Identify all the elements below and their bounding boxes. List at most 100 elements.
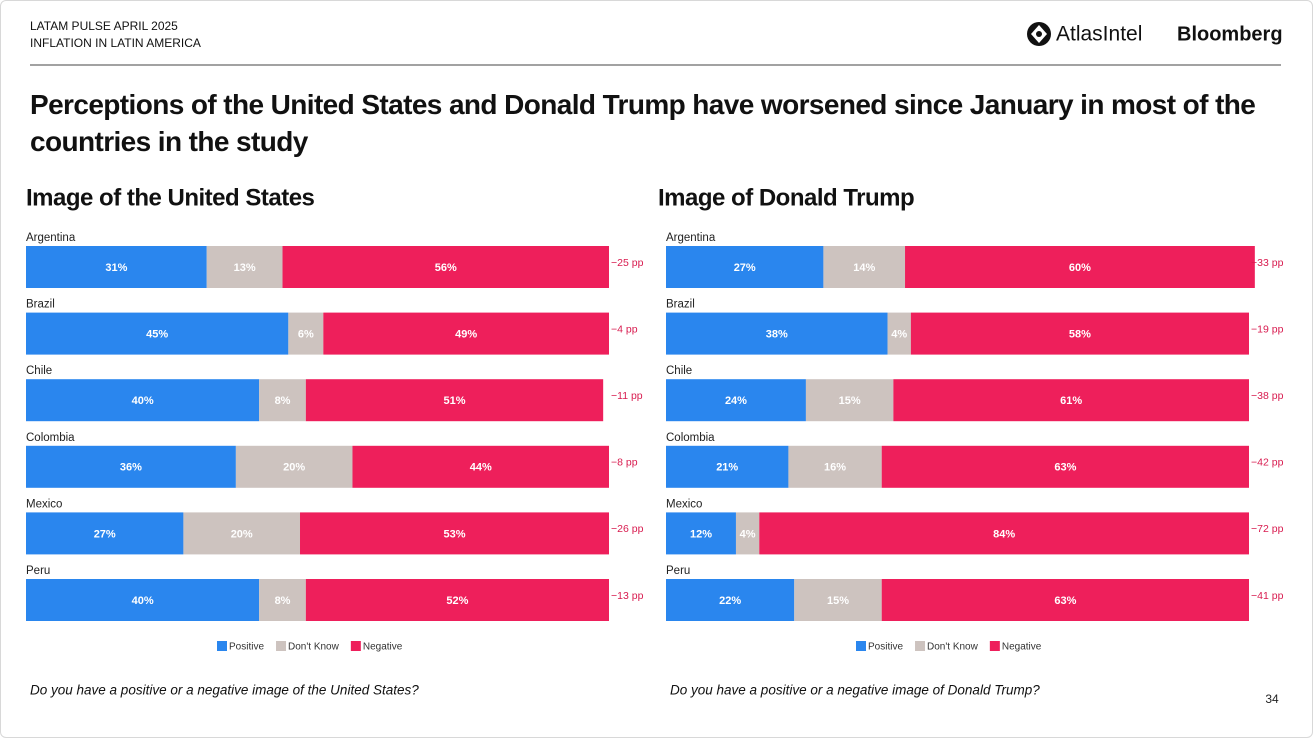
legend-swatch: [989, 641, 1000, 651]
change-label: −41 pp: [1251, 590, 1284, 602]
bar-segment: [666, 445, 789, 488]
slide-title: Perceptions of the United States and Don…: [30, 89, 1256, 157]
change-label: −42 pp: [1251, 457, 1284, 469]
value-label: 56%: [435, 262, 457, 274]
category-label: Brazil: [666, 299, 695, 311]
category-label: Brazil: [26, 299, 55, 311]
value-label: 40%: [132, 595, 154, 607]
value-label: 38%: [766, 329, 788, 341]
bar-segment: [352, 445, 609, 488]
category-label: Argentina: [666, 232, 716, 244]
bar-segment: [905, 246, 1255, 288]
bar-segment: [666, 379, 806, 422]
value-label: 63%: [1054, 462, 1076, 474]
value-label: 58%: [1069, 329, 1091, 341]
bar-segment: [259, 579, 306, 621]
value-label: 20%: [231, 528, 253, 540]
change-label: −33 pp: [1251, 257, 1284, 269]
change-label: −72 pp: [1251, 523, 1284, 535]
bar-segment: [300, 512, 609, 555]
legend-label: Don't Know: [927, 642, 979, 653]
legend-label: Don't Know: [288, 642, 340, 653]
bar-segment: [26, 312, 289, 355]
legend-label: Positive: [868, 642, 903, 653]
category-label: Colombia: [666, 432, 715, 444]
bar-segment: [893, 379, 1249, 422]
legend-swatch: [915, 641, 926, 651]
value-label: 60%: [1069, 262, 1091, 274]
bar-segment: [26, 379, 260, 422]
bar-segment: [323, 312, 609, 355]
legend-swatch: [217, 641, 227, 651]
value-label: 53%: [443, 528, 465, 540]
bar-segment: [666, 512, 736, 555]
value-label: 61%: [1060, 395, 1082, 407]
value-label: 14%: [853, 262, 875, 274]
bar-segment: [735, 512, 760, 555]
change-label: −8 pp: [611, 457, 638, 469]
change-label: −38 pp: [1251, 390, 1284, 402]
value-label: 21%: [716, 462, 738, 474]
legend-label: Positive: [229, 642, 264, 653]
value-label: 27%: [734, 262, 756, 274]
value-label: 8%: [275, 595, 291, 607]
value-label: 52%: [446, 595, 468, 607]
brand-logo: AtlasIntel: [1056, 23, 1142, 46]
bar-segment: [759, 512, 1249, 555]
bar-segment: [288, 312, 324, 355]
value-label: 20%: [283, 462, 305, 474]
bar-segment: [881, 445, 1249, 488]
bar-segment: [206, 246, 283, 288]
value-label: 27%: [94, 528, 116, 540]
bar-segment: [305, 579, 609, 621]
bar-segment: [235, 445, 353, 488]
bar-segment: [881, 579, 1249, 621]
header-line: LATAM PULSE APRIL 2025: [30, 19, 178, 33]
change-label: −26 pp: [611, 523, 644, 535]
bar-segment: [666, 246, 824, 288]
category-label: Peru: [26, 565, 50, 577]
value-label: 44%: [470, 462, 492, 474]
bar-segment: [282, 246, 609, 288]
legend-label: Negative: [363, 642, 403, 653]
legend-swatch: [350, 641, 361, 651]
bar-segment: [259, 379, 306, 422]
value-label: 31%: [105, 262, 127, 274]
bar-segment: [805, 379, 894, 422]
bar-segment: [788, 445, 882, 488]
value-label: 45%: [146, 329, 168, 341]
chart-title: Image of Donald Trump: [658, 184, 914, 211]
change-label: −19 pp: [1251, 323, 1284, 335]
change-label: −11 pp: [611, 390, 643, 402]
bar-segment: [666, 579, 795, 621]
legend-label: Negative: [1002, 642, 1042, 653]
bar-segment: [305, 379, 604, 422]
value-label: 51%: [443, 395, 465, 407]
value-label: 6%: [298, 329, 314, 341]
category-label: Argentina: [26, 232, 76, 244]
value-label: 12%: [690, 528, 712, 540]
category-label: Peru: [666, 565, 690, 577]
bar-segment: [183, 512, 301, 555]
change-label: −25 pp: [611, 257, 644, 269]
bar-segment: [666, 312, 888, 355]
value-label: 13%: [234, 262, 256, 274]
bar-segment: [26, 246, 207, 288]
value-label: 49%: [455, 329, 477, 341]
bar-segment: [26, 445, 236, 488]
bar-segment: [910, 312, 1249, 355]
atlas-logo-icon: [1027, 22, 1051, 46]
bar-segment: [26, 512, 184, 555]
value-label: 63%: [1054, 595, 1076, 607]
page-number: 34: [1265, 692, 1279, 706]
question-caption: Do you have a positive or a negative ima…: [670, 683, 1040, 698]
chart-title: Image of the United States: [26, 184, 315, 211]
change-label: −4 pp: [611, 323, 638, 335]
header-line: INFLATION IN LATIN AMERICA: [30, 36, 201, 50]
legend-swatch: [276, 641, 287, 651]
value-label: 40%: [132, 395, 154, 407]
bar-segment: [26, 579, 260, 621]
value-label: 15%: [827, 595, 849, 607]
category-label: Mexico: [666, 498, 702, 510]
